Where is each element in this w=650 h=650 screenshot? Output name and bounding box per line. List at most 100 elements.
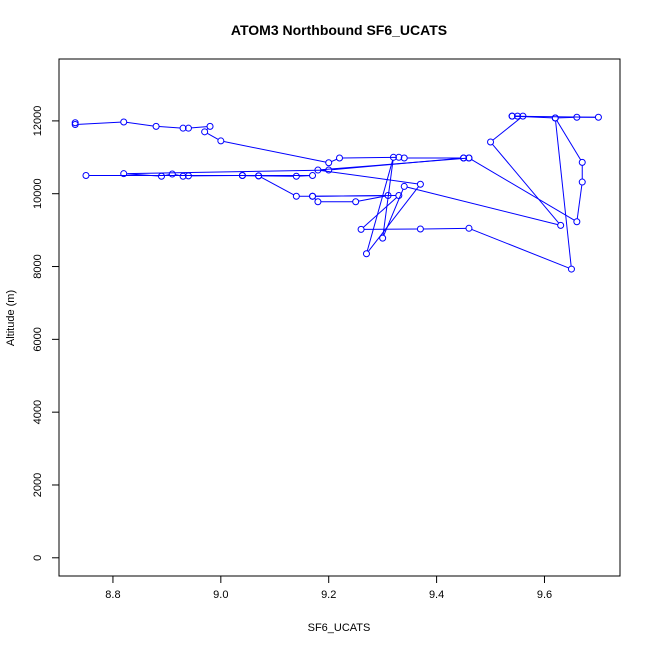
series-line-segment: [492, 143, 560, 224]
data-point: [238, 172, 246, 180]
data-point: [120, 118, 128, 126]
data-point: [384, 192, 392, 200]
data-point: [314, 198, 322, 206]
series-line-segment: [515, 115, 553, 119]
y-tick-label: 8000: [32, 254, 44, 278]
series-line-segment: [320, 157, 467, 171]
x-tick-label: 9.4: [429, 589, 444, 601]
x-tick-label: 9.2: [321, 589, 336, 601]
data-point: [292, 192, 300, 200]
plot-frame: [58, 58, 621, 577]
data-point: [352, 198, 360, 206]
data-point: [217, 137, 225, 145]
series-line-segment: [78, 121, 121, 125]
data-point: [357, 225, 365, 233]
y-tick-label: 0: [32, 555, 44, 561]
data-point: [551, 114, 559, 122]
series-line-segment: [207, 132, 219, 140]
x-axis: 8.8 9.0 9.2 9.4 9.6: [105, 575, 552, 601]
data-point: [309, 172, 317, 180]
series-line-segment: [367, 186, 419, 252]
data-point: [336, 154, 343, 162]
series-line-segment: [382, 160, 394, 236]
data-point: [465, 154, 473, 162]
x-tick-label: 9.6: [537, 589, 552, 601]
data-point: [395, 192, 403, 200]
series-line-segment: [223, 141, 326, 163]
series-line-segment: [471, 228, 569, 269]
series-line-segment: [558, 116, 574, 119]
y-tick-label: 6000: [32, 327, 44, 351]
x-axis-label: SF6_UCATS: [308, 622, 371, 634]
data-point: [508, 112, 516, 120]
series-line-segment: [126, 121, 154, 127]
x-tick-label: 8.8: [105, 589, 120, 601]
data-point: [82, 172, 90, 180]
data-point: [152, 122, 160, 130]
series-line-segment: [126, 169, 326, 175]
data-point: [594, 113, 602, 121]
data-point: [578, 178, 586, 186]
data-point: [325, 166, 333, 174]
data-point: [389, 153, 397, 161]
series-line-segment: [358, 195, 386, 202]
data-point: [395, 153, 403, 161]
data-point: [362, 250, 370, 258]
data-point: [179, 124, 187, 132]
data-point: [557, 221, 565, 229]
data-point: [567, 265, 575, 273]
data-point: [255, 172, 263, 180]
series-line-segment: [366, 160, 394, 252]
data-point: [460, 154, 468, 162]
data-point: [400, 154, 408, 162]
data-point: [487, 138, 495, 146]
data-point: [157, 172, 165, 180]
y-tick-label: 12000: [32, 106, 44, 137]
series-line-segment: [159, 126, 181, 129]
data-point: [309, 192, 317, 200]
data-point: [314, 166, 322, 174]
data-point: [416, 180, 424, 188]
series-line-segment: [471, 159, 575, 221]
data-point: [379, 234, 387, 242]
data-point: [519, 112, 527, 120]
data-point: [416, 225, 424, 233]
data-point: [184, 172, 192, 180]
data-point: [184, 124, 192, 132]
y-tick-label: 2000: [32, 473, 44, 497]
y-tick-label: 10000: [32, 178, 44, 209]
series-line-segment: [331, 158, 337, 163]
data-point: [573, 218, 581, 226]
data-point: [325, 159, 333, 167]
data-point: [179, 172, 187, 180]
series-line-segment: [423, 227, 466, 230]
series-line-segment: [342, 156, 396, 159]
data-point: [201, 128, 209, 136]
data-point: [71, 121, 79, 129]
data-point: [400, 182, 408, 190]
data-point: [206, 122, 214, 130]
data-point: [120, 170, 128, 178]
series-line-segment: [315, 195, 396, 197]
series-line-segment: [260, 176, 294, 196]
data-point: [71, 119, 79, 127]
series-line-segment: [407, 186, 558, 226]
data-point: [168, 170, 176, 178]
series-line-segment: [362, 197, 397, 228]
series-line-segment: [556, 120, 582, 161]
series-line-segment: [320, 169, 418, 185]
data-point: [514, 112, 522, 120]
data-point: [573, 113, 581, 121]
series-line-segment: [576, 184, 583, 219]
y-axis: 0 2000 4000 6000 8000 10000 12000: [32, 106, 60, 561]
series-line-segment: [492, 117, 521, 141]
data-point: [292, 172, 300, 180]
y-axis-label: Altitude (m): [5, 290, 17, 346]
data-point: [465, 224, 473, 232]
series-line-segment: [555, 120, 572, 267]
y-tick-label: 4000: [32, 400, 44, 424]
chart-title: ATOM3 Northbound SF6_UCATS: [231, 22, 447, 38]
x-tick-label: 9.0: [213, 589, 228, 601]
series-line-segment: [191, 126, 208, 129]
